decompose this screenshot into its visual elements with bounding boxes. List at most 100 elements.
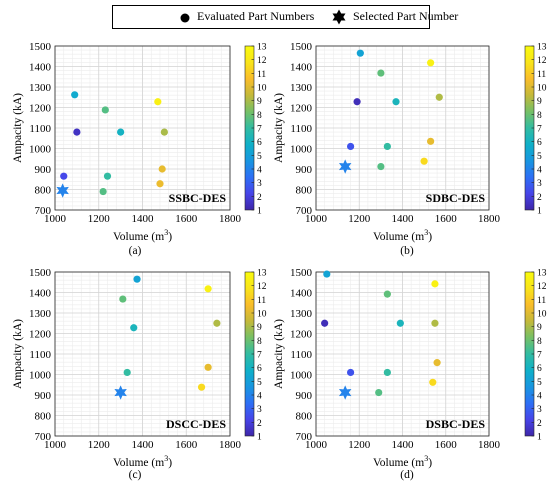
- evaluated-point: [429, 378, 437, 386]
- y-tick-label: 1500: [29, 267, 52, 279]
- x-tick-label: 1600: [435, 213, 458, 225]
- x-axis-label: Volume (m3): [113, 454, 172, 469]
- evaluated-point: [158, 165, 166, 173]
- x-tick-label: 1200: [88, 213, 111, 225]
- evaluated-point: [99, 187, 107, 196]
- plot-frame: [54, 271, 231, 437]
- colorbar-tick-label: 13: [257, 269, 267, 279]
- x-axis-label: Volume (m3): [373, 454, 432, 469]
- y-tick-label: 1400: [290, 62, 313, 74]
- x-tick-label: 1200: [348, 213, 371, 225]
- x-tick-label: 1000: [305, 439, 328, 451]
- evaluated-point: [119, 295, 127, 303]
- panel-title: SSBC-DES: [169, 191, 227, 205]
- colorbar-tick-label: 2: [257, 193, 262, 203]
- y-tick-label: 1200: [29, 103, 52, 115]
- y-tick-label: 1400: [29, 288, 52, 300]
- evaluated-point: [347, 368, 355, 377]
- y-tick-label: 700: [296, 205, 313, 217]
- y-tick-label: 700: [35, 431, 52, 443]
- evaluated-point: [213, 319, 221, 327]
- colorbar-tick-label: 10: [257, 310, 267, 320]
- x-axis-label: Volume (m3): [373, 228, 432, 243]
- evaluated-point: [433, 359, 441, 367]
- evaluated-point: [392, 98, 400, 106]
- colorbar-tick-label: 10: [537, 310, 547, 320]
- colorbar-tick-label: 9: [537, 323, 542, 333]
- colorbar-tick-label: 8: [537, 111, 542, 121]
- panel-caption: (d): [400, 469, 414, 481]
- evaluated-point: [375, 388, 383, 397]
- colorbar-tick-label: 10: [537, 84, 547, 94]
- selected-point-star: [56, 183, 69, 198]
- x-axis-label-end: ): [428, 231, 432, 243]
- colorbar-tick-label: 8: [257, 337, 262, 347]
- x-tick-label: 1400: [132, 213, 155, 225]
- x-tick-label: 1600: [175, 213, 198, 225]
- y-tick-label: 900: [35, 390, 52, 402]
- scatter-panel-a: 1000 1200 1400 1600 1800 700 800 900 1000 1100 120…: [12, 41, 267, 257]
- x-tick-label: 1400: [392, 439, 415, 451]
- x-tick-label: 1200: [88, 439, 111, 451]
- x-tick-label: 1800: [219, 439, 242, 451]
- x-tick-label: 1600: [175, 439, 198, 451]
- plot-frame: [315, 271, 490, 437]
- x-axis-label-text: Volume (m: [373, 231, 424, 243]
- evaluated-point: [427, 137, 435, 145]
- y-tick-label: 800: [35, 185, 52, 197]
- colorbar-tick-label: 3: [257, 405, 262, 415]
- colorbar-tick-label: 12: [537, 282, 547, 292]
- evaluated-point: [160, 128, 168, 136]
- selected-point-star: [338, 159, 352, 174]
- y-tick-label: 1200: [290, 103, 313, 115]
- evaluated-point: [396, 319, 404, 327]
- colorbar-tick-label: 4: [537, 392, 542, 402]
- plot-frame: [54, 45, 231, 211]
- x-tick-label: 1600: [435, 439, 458, 451]
- evaluated-point: [130, 324, 138, 332]
- colorbar-tick-label: 6: [257, 364, 262, 374]
- x-tick-label: 1000: [44, 213, 67, 225]
- y-tick-label: 900: [296, 390, 313, 402]
- colorbar-tick-label: 12: [537, 56, 547, 66]
- panel-title: DSCC-DES: [166, 417, 226, 431]
- panel-title: SDBC-DES: [426, 191, 486, 205]
- x-axis-label-end: ): [168, 231, 172, 243]
- evaluated-point: [377, 69, 385, 77]
- evaluated-point: [431, 280, 439, 288]
- y-tick-label: 700: [296, 431, 313, 443]
- evaluated-point: [383, 368, 391, 377]
- evaluated-marker-icon: [180, 13, 190, 23]
- colorbar-tick-label: 3: [537, 179, 542, 189]
- figure-legend: Evaluated Part Numbers Selected Part Num…: [112, 5, 458, 29]
- colorbar-tick-label: 10: [257, 84, 267, 94]
- colorbar-tick-label: 4: [537, 166, 542, 176]
- y-axis-label: Ampacity (kA): [273, 93, 285, 163]
- evaluated-point: [60, 172, 68, 180]
- y-tick-label: 1400: [290, 288, 313, 300]
- colorbar-tick-label: 11: [537, 70, 546, 80]
- x-tick-label: 1400: [132, 439, 155, 451]
- scatter-panel-b: 1000 1200 1400 1600 1800 700 800 900 1000 1100 120…: [273, 41, 547, 257]
- evaluated-point: [356, 49, 364, 57]
- evaluated-point: [197, 383, 206, 391]
- y-axis-label: Ampacity (kA): [273, 319, 285, 389]
- colorbar-tick-label: 13: [257, 43, 267, 53]
- x-axis-label-end: ): [168, 457, 172, 469]
- y-tick-label: 1500: [290, 267, 313, 279]
- colorbar-tick-label: 5: [537, 152, 542, 162]
- y-axis-label: Ampacity (kA): [12, 319, 24, 389]
- x-tick-label: 1800: [219, 213, 242, 225]
- y-tick-label: 800: [296, 185, 313, 197]
- y-tick-label: 1200: [29, 329, 52, 341]
- colorbar-tick-label: 1: [257, 207, 262, 217]
- panel-caption: (a): [129, 245, 142, 257]
- evaluated-point: [204, 285, 212, 293]
- evaluated-point: [73, 128, 81, 136]
- evaluated-point: [123, 368, 131, 377]
- colorbar-tick-label: 9: [537, 97, 542, 107]
- x-tick-label: 1400: [392, 213, 415, 225]
- evaluated-point: [154, 98, 162, 106]
- evaluated-point: [377, 162, 385, 171]
- y-tick-label: 1000: [29, 144, 52, 156]
